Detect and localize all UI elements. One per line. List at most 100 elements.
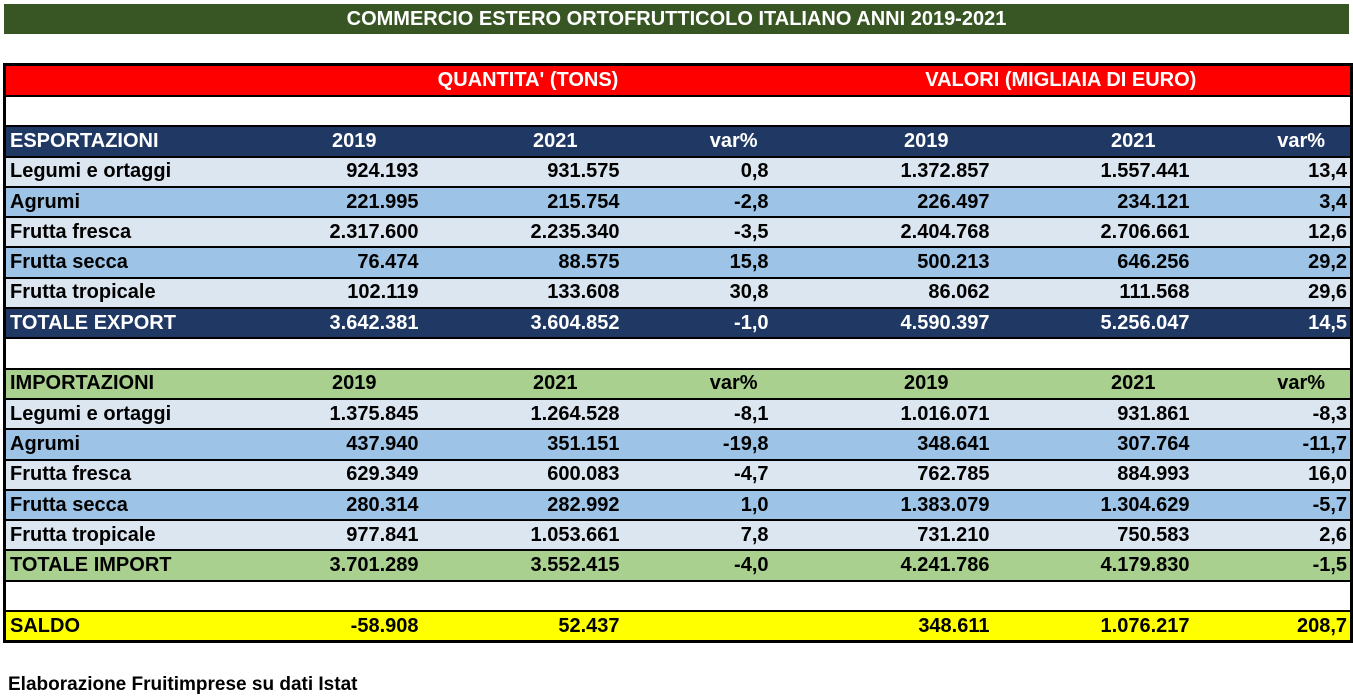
value-cell: 0,8 bbox=[622, 155, 772, 187]
value-cell: 12,6 bbox=[1192, 216, 1352, 248]
row-label: Frutta secca bbox=[4, 246, 285, 278]
value-cell: 234.121 bbox=[992, 185, 1193, 218]
column-header: var% bbox=[622, 367, 772, 399]
trade-table: QUANTITA' (TONS) VALORI (MIGLIAIA DI EURO… bbox=[3, 63, 1353, 644]
table-row: Frutta fresca 2.317.600 2.235.340 -3,5 2.404… bbox=[4, 216, 1352, 248]
value-cell: -2,8 bbox=[622, 185, 772, 218]
value-cell: -8,1 bbox=[622, 397, 772, 430]
value-cell: 29,6 bbox=[1192, 276, 1352, 309]
row-label: Legumi e ortaggi bbox=[4, 155, 285, 187]
total-value: 3.701.289 bbox=[284, 549, 422, 581]
saldo-value: -58.908 bbox=[284, 610, 422, 642]
value-cell: 29,2 bbox=[1192, 246, 1352, 278]
value-cell: 1.375.845 bbox=[284, 397, 422, 430]
export-section-label: ESPORTAZIONI bbox=[4, 125, 285, 157]
value-cell: 307.764 bbox=[992, 428, 1193, 460]
value-cell: 282.992 bbox=[421, 488, 623, 521]
page-title: COMMERCIO ESTERO ORTOFRUTTICOLO ITALIANO… bbox=[4, 4, 1349, 34]
column-header: var% bbox=[1192, 125, 1352, 157]
column-header: 2019 bbox=[771, 367, 993, 399]
row-label: Frutta fresca bbox=[4, 216, 285, 248]
export-total-row: TOTALE EXPORT 3.642.381 3.604.852 -1,0 4.590… bbox=[4, 307, 1352, 339]
value-cell: 111.568 bbox=[992, 276, 1193, 309]
value-cell: 88.575 bbox=[421, 246, 623, 278]
row-label: Legumi e ortaggi bbox=[4, 397, 285, 430]
value-cell: 86.062 bbox=[771, 276, 993, 309]
row-label: Frutta tropicale bbox=[4, 276, 285, 309]
table-row: Frutta secca 280.314 282.992 1,0 1.383.079 1.… bbox=[4, 488, 1352, 521]
total-value: 4.179.830 bbox=[992, 549, 1193, 581]
import-total-row: TOTALE IMPORT 3.701.289 3.552.415 -4,0 4.241… bbox=[4, 549, 1352, 581]
column-header: 2019 bbox=[771, 125, 993, 157]
value-cell: 226.497 bbox=[771, 185, 993, 218]
saldo-value: 52.437 bbox=[421, 610, 623, 642]
blank-cell bbox=[4, 579, 1352, 612]
value-cell: 1.304.629 bbox=[992, 488, 1193, 521]
import-header-row: IMPORTAZIONI 2019 2021 var% 2019 2021 var% bbox=[4, 367, 1352, 399]
value-cell: 437.940 bbox=[284, 428, 422, 460]
blank-cell bbox=[4, 337, 1352, 369]
saldo-value bbox=[622, 610, 772, 642]
blank-row bbox=[4, 579, 1352, 612]
row-label: Agrumi bbox=[4, 185, 285, 218]
table-row: Agrumi 437.940 351.151 -19,8 348.641 307.764-… bbox=[4, 428, 1352, 460]
blank-row bbox=[4, 94, 1352, 127]
total-label: TOTALE IMPORT bbox=[4, 549, 285, 581]
value-cell: 600.083 bbox=[421, 458, 623, 490]
total-value: 4.590.397 bbox=[771, 307, 993, 339]
column-header: 2021 bbox=[421, 367, 623, 399]
value-cell: 102.119 bbox=[284, 276, 422, 309]
value-cell: -5,7 bbox=[1192, 488, 1352, 521]
value-cell: 500.213 bbox=[771, 246, 993, 278]
total-value: 4.241.786 bbox=[771, 549, 993, 581]
value-cell: 731.210 bbox=[771, 519, 993, 551]
saldo-row: SALDO -58.908 52.437 348.611 1.076.217 208,7 bbox=[4, 610, 1352, 642]
export-header-row: ESPORTAZIONI 2019 2021 var% 2019 2021 var% bbox=[4, 125, 1352, 157]
value-cell: 2.404.768 bbox=[771, 216, 993, 248]
value-cell: 2,6 bbox=[1192, 519, 1352, 551]
value-cell: 3,4 bbox=[1192, 185, 1352, 218]
value-cell: 1.264.528 bbox=[421, 397, 623, 430]
value-cell: 76.474 bbox=[284, 246, 422, 278]
row-label: Frutta fresca bbox=[4, 458, 285, 490]
column-header: var% bbox=[1192, 367, 1352, 399]
value-cell: 1.557.441 bbox=[992, 155, 1193, 187]
total-value: 5.256.047 bbox=[992, 307, 1193, 339]
value-cell: 13,4 bbox=[1192, 155, 1352, 187]
value-cell: 977.841 bbox=[284, 519, 422, 551]
value-cell: 221.995 bbox=[284, 185, 422, 218]
value-cell: -19,8 bbox=[622, 428, 772, 460]
column-header: 2021 bbox=[992, 367, 1193, 399]
value-cell: 2.235.340 bbox=[421, 216, 623, 248]
value-cell: 15,8 bbox=[622, 246, 772, 278]
value-cell: 884.993 bbox=[992, 458, 1193, 490]
value-cell: 646.256 bbox=[992, 246, 1193, 278]
value-cell: -11,7 bbox=[1192, 428, 1352, 460]
value-cell: 1.053.661 bbox=[421, 519, 623, 551]
column-header: 2019 bbox=[284, 125, 422, 157]
import-section-label: IMPORTAZIONI bbox=[4, 367, 285, 399]
blank-row bbox=[4, 337, 1352, 369]
saldo-label: SALDO bbox=[4, 610, 285, 642]
total-value: 3.552.415 bbox=[421, 549, 623, 581]
value-cell: 931.575 bbox=[421, 155, 623, 187]
quantity-header: QUANTITA' (TONS) bbox=[284, 64, 772, 96]
value-cell: 133.608 bbox=[421, 276, 623, 309]
value-cell: 2.706.661 bbox=[992, 216, 1193, 248]
value-cell: -8,3 bbox=[1192, 397, 1352, 430]
spacer-cell bbox=[4, 64, 285, 96]
value-header: VALORI (MIGLIAIA DI EURO) bbox=[771, 64, 1352, 96]
value-cell: 1.372.857 bbox=[771, 155, 993, 187]
saldo-value: 348.611 bbox=[771, 610, 993, 642]
value-cell: 215.754 bbox=[421, 185, 623, 218]
row-label: Agrumi bbox=[4, 428, 285, 460]
total-value: -4,0 bbox=[622, 549, 772, 581]
column-header: var% bbox=[622, 125, 772, 157]
value-cell: 750.583 bbox=[992, 519, 1193, 551]
value-cell: 280.314 bbox=[284, 488, 422, 521]
value-cell: 351.151 bbox=[421, 428, 623, 460]
value-cell: 1.016.071 bbox=[771, 397, 993, 430]
value-cell: 30,8 bbox=[622, 276, 772, 309]
value-cell: 1.383.079 bbox=[771, 488, 993, 521]
column-header: 2019 bbox=[284, 367, 422, 399]
